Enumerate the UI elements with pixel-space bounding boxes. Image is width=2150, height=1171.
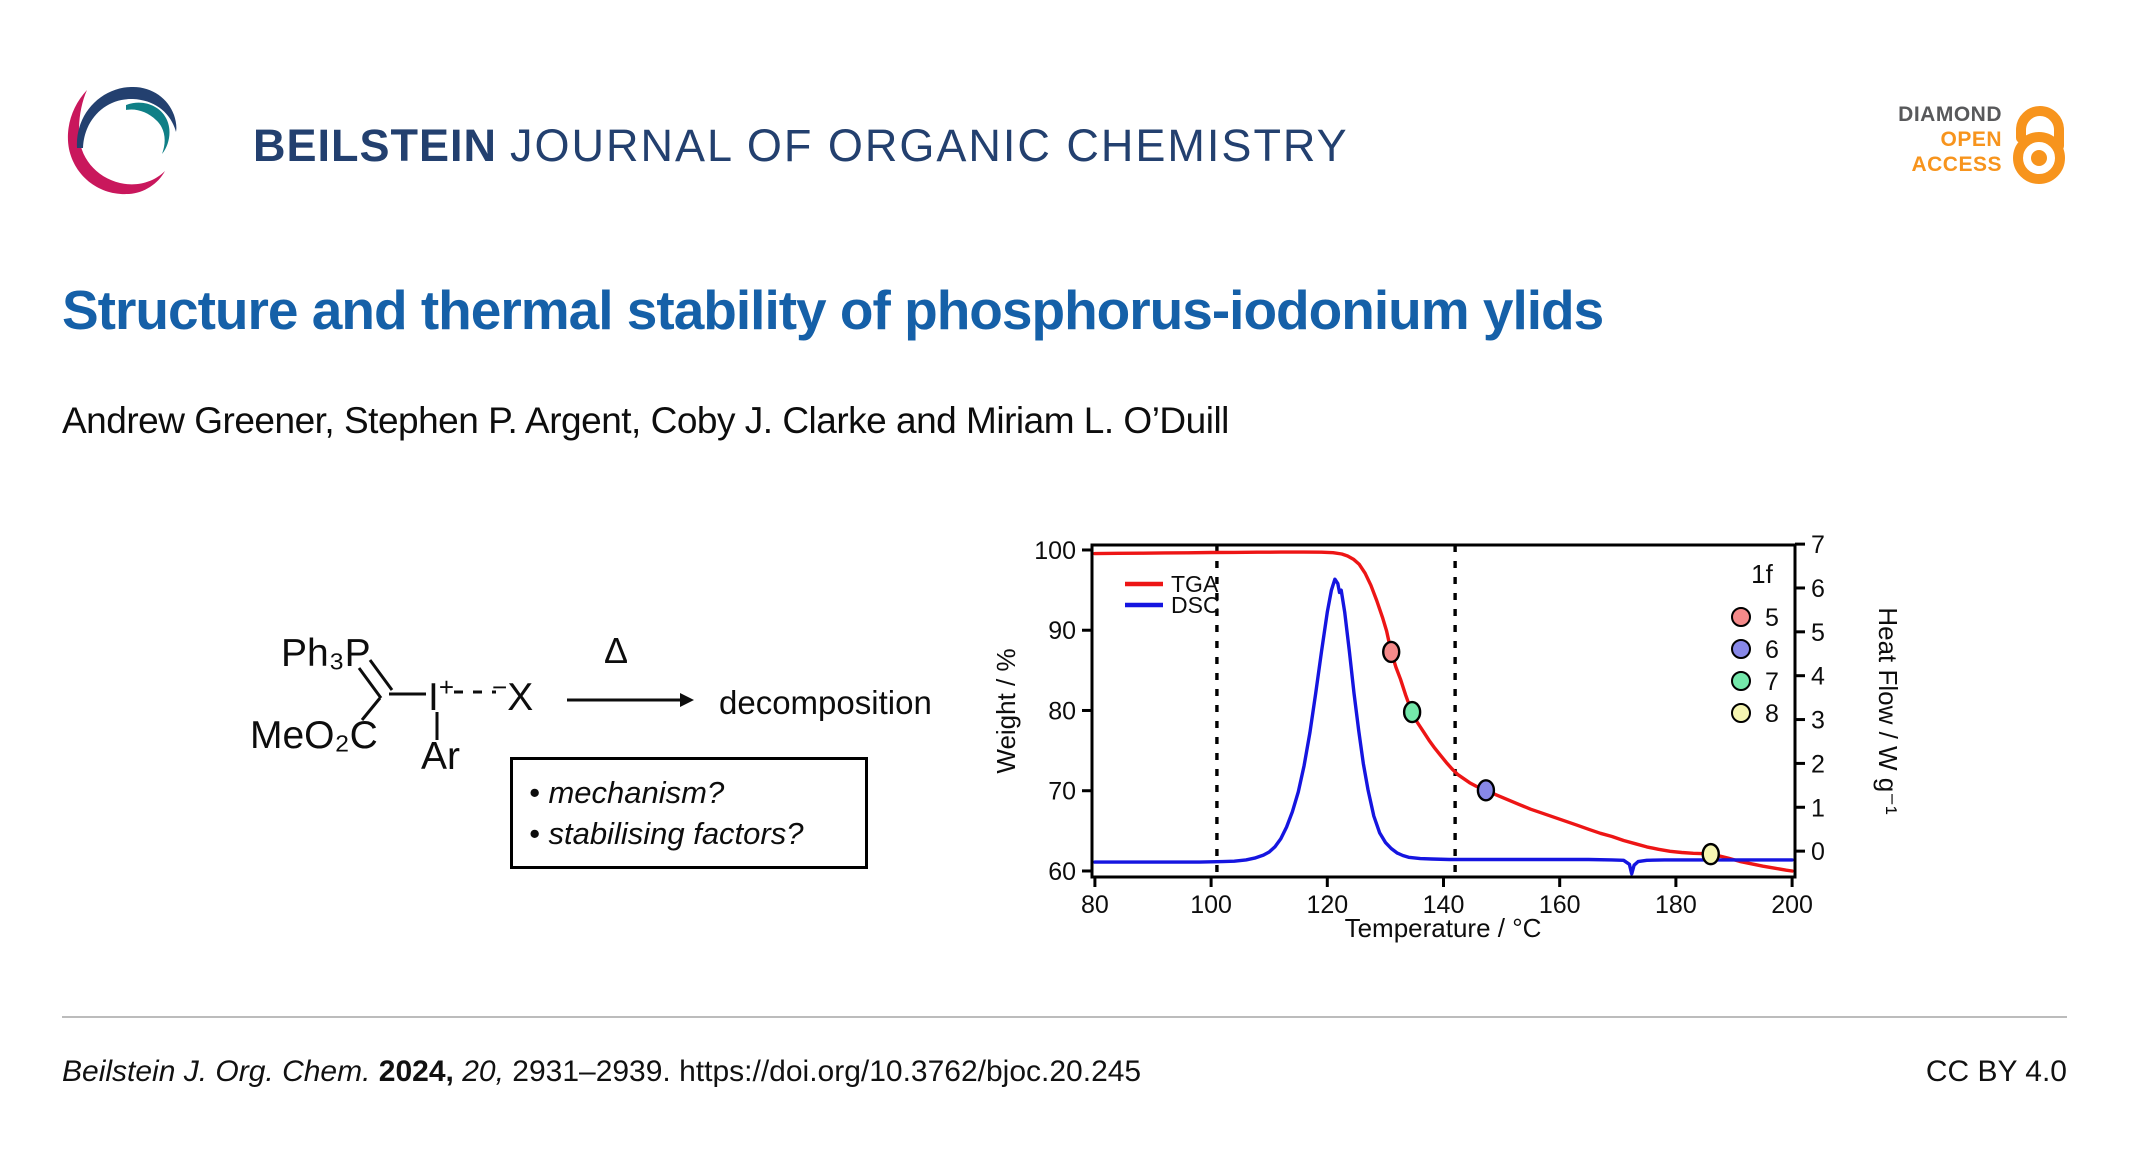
citation-doi-link[interactable]: https://doi.org/10.3762/bjoc.20.245	[679, 1055, 1142, 1088]
ester-bond	[360, 697, 382, 721]
page-title: Structure and thermal stability of phosp…	[62, 279, 1604, 341]
compound-marker-8	[1701, 842, 1720, 866]
y-left-tick-label: 80	[1048, 697, 1076, 725]
swirl-teal-arc	[126, 102, 170, 154]
citation-volume: 20,	[462, 1055, 504, 1088]
tga-dsc-chart-svg: 80 100 120 140 160 180 200 60 70 80 90 100 0 1 2 3 4 5 6 7 T…	[991, 531, 1903, 943]
journal-name: BEILSTEIN JOURNAL OF ORGANIC CHEMISTRY	[253, 120, 1349, 172]
reaction-arrow-head	[680, 693, 694, 707]
y-right-tick-label: 6	[1811, 575, 1825, 603]
open-access-lock-icon	[2013, 106, 2065, 184]
author-line: Andrew Greener, Stephen P. Argent, Coby …	[62, 400, 1229, 441]
citation-journal: Beilstein J. Org. Chem.	[62, 1055, 371, 1088]
open-access-diamond-text: DIAMOND	[1898, 103, 2002, 126]
counterion-charge: −	[492, 672, 508, 702]
iodonium-label: I+	[428, 672, 455, 719]
marker-legend-label-7: 7	[1765, 668, 1779, 696]
ester-label: MeO₂C	[250, 714, 378, 757]
scheme-bonds	[357, 659, 694, 740]
tga-curve	[1093, 550, 1794, 873]
delta-heat-label: Δ	[604, 630, 629, 671]
y-right-tick-label: 0	[1811, 838, 1825, 866]
marker-legend-swatch-8	[1731, 703, 1751, 723]
open-access-access-text: ACCESS	[1911, 153, 2002, 176]
y-left-tick-label: 90	[1048, 617, 1076, 645]
x-tick-label: 100	[1190, 891, 1232, 919]
journal-name-bold: BEILSTEIN	[253, 120, 498, 171]
x-tick-label: 80	[1081, 891, 1109, 919]
y-right-tick-label: 3	[1811, 707, 1825, 735]
iodonium-charge: +	[438, 672, 455, 702]
y-left-tick-label: 100	[1034, 537, 1076, 565]
x-tick-label: 120	[1306, 891, 1348, 919]
y-right-tick-label: 7	[1811, 535, 1825, 559]
marker-legend-title: 1f	[1751, 559, 1773, 589]
swirl-pink-arc	[67, 90, 165, 195]
citation-pages: 2931–2939.	[512, 1055, 671, 1088]
question-mechanism: • mechanism?	[529, 775, 725, 810]
y-right-tick-label: 1	[1811, 794, 1825, 822]
compound-marker-5	[1382, 640, 1401, 664]
counterion-label: −X	[492, 672, 534, 719]
y-right-tick-label: 2	[1811, 750, 1825, 778]
phosphonium-label: Ph₃P	[281, 632, 371, 675]
license-label: CC BY 4.0	[1925, 1055, 2067, 1088]
legend-label-dsc: DSC	[1171, 592, 1220, 618]
marker-legend-swatch-5	[1731, 607, 1751, 627]
x-tick-label: 200	[1771, 891, 1813, 919]
y-right-tick-label: 4	[1811, 663, 1825, 691]
compound-marker-7	[1402, 700, 1422, 724]
citation: Beilstein J. Org. Chem. 2024, 20, 2931–2…	[62, 1055, 1141, 1089]
aryl-label: Ar	[421, 735, 460, 778]
x-tick-label: 140	[1423, 891, 1465, 919]
question-stabilising-factors: • stabilising factors?	[529, 816, 804, 851]
marker-legend-label-5: 5	[1765, 604, 1779, 632]
tga-dsc-chart: 80 100 120 140 160 180 200 60 70 80 90 100 0 1 2 3 4 5 6 7 T…	[991, 531, 1910, 970]
y-left-tick-label: 60	[1048, 858, 1076, 886]
beilstein-logo-swirl-icon	[67, 86, 177, 195]
open-access-open-text: OPEN	[1940, 128, 2002, 151]
ylide-double-bond-line1	[357, 667, 383, 699]
legend-label-tga: TGA	[1171, 571, 1219, 597]
decomposition-label: decomposition	[719, 684, 932, 721]
x-axis-label: Temperature / °C	[1345, 913, 1542, 943]
y-right-tick-label: 5	[1811, 619, 1825, 647]
dsc-curve	[1093, 577, 1794, 876]
compound-marker-6	[1476, 779, 1496, 802]
marker-legend-swatch-6	[1731, 639, 1751, 659]
marker-legend-swatch-7	[1731, 671, 1751, 691]
marker-legend-label-8: 8	[1765, 700, 1779, 728]
y-axis-left-label: Weight / %	[995, 648, 1021, 773]
marker-legend-label-6: 6	[1765, 636, 1779, 664]
y-axis-right-label: Heat Flow / W g⁻¹	[1873, 607, 1903, 815]
x-tick-label: 160	[1539, 891, 1581, 919]
ylide-double-bond-line2	[368, 659, 394, 691]
x-tick-label: 180	[1655, 891, 1697, 919]
swirl-navy-arc	[76, 86, 177, 148]
open-access-label: DIAMOND OPEN ACCESS	[1760, 102, 2002, 177]
question-box: • mechanism? • stabilising factors?	[510, 757, 868, 869]
footer-divider	[62, 1016, 2067, 1018]
citation-year: 2024,	[378, 1055, 454, 1088]
y-left-tick-label: 70	[1048, 778, 1076, 806]
journal-name-rest: JOURNAL OF ORGANIC CHEMISTRY	[510, 120, 1349, 171]
